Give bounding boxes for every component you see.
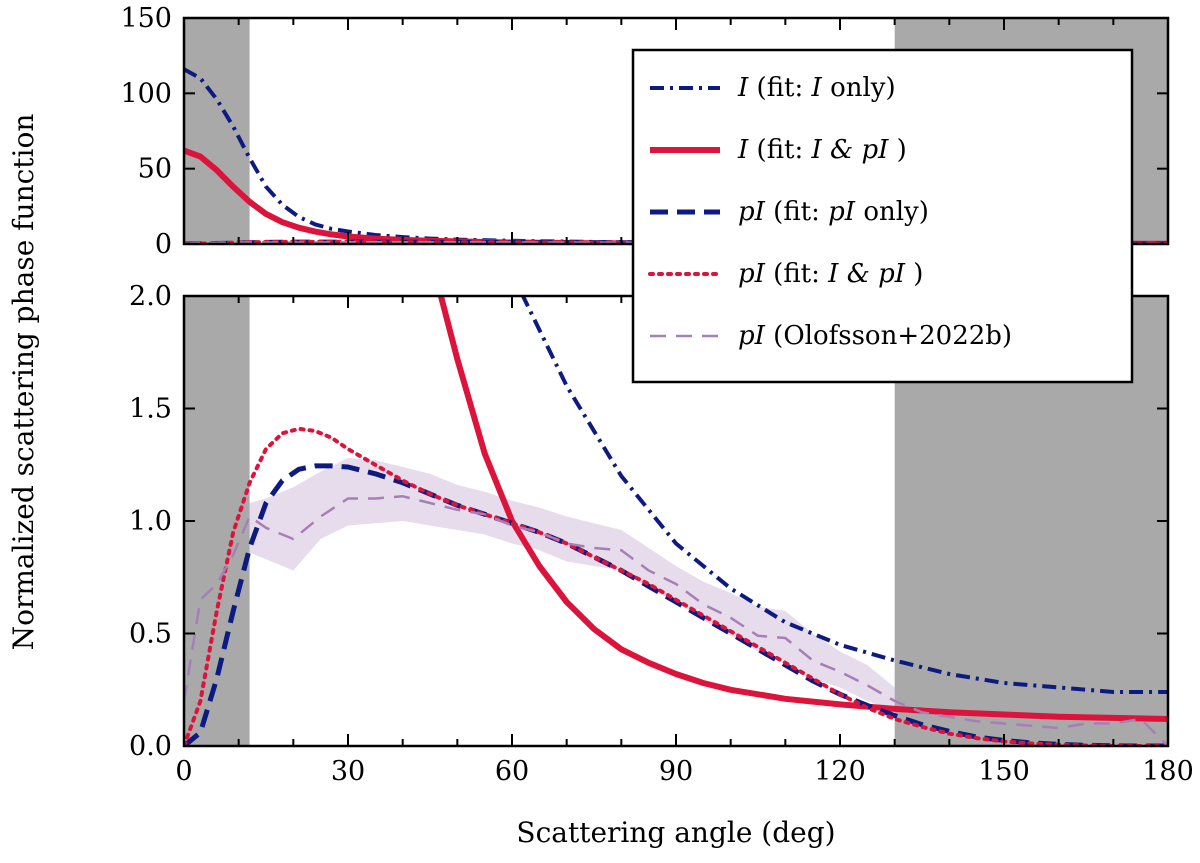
y-tick-label: 0.0 (129, 731, 172, 762)
legend-label-part: (fit: (765, 259, 820, 289)
legend-label-0: I (fit: I only) (737, 73, 896, 103)
x-axis-title: Scattering angle (deg) (516, 816, 835, 849)
legend-label-part: only) (830, 73, 896, 103)
legend-label-part: ) (897, 135, 907, 165)
y-tick-label: 150 (120, 3, 172, 34)
legend-box (631, 48, 1134, 384)
y-tick-label: 1.5 (129, 394, 172, 425)
legend-label-part: pI (738, 197, 766, 227)
legend-label-part: I & pI (803, 135, 896, 165)
bottom-panel: 0.0 0.5 1.0 1.5 2.0 0 30 60 90 120 150 180 (129, 281, 1194, 787)
y-axis-title: Normalized scattering phase function (7, 114, 40, 651)
legend-label-part: pI (738, 321, 766, 351)
legend-label-part: (Olofsson+2022b) (765, 321, 1012, 351)
legend-label-3: pI (fit: I & pI ) (738, 259, 923, 289)
x-tick-label: 30 (331, 756, 365, 787)
series-line-4 (184, 495, 1168, 746)
series-line-3 (184, 426, 1168, 746)
legend-label-2: pI (fit: pI only) (738, 197, 929, 227)
legend: I (fit: I only)I (fit: I & pI )pI (fit: … (631, 48, 1134, 384)
legend-label-part: only) (863, 197, 929, 227)
x-tick-label: 0 (175, 756, 192, 787)
legend-label-part: (fit: (748, 135, 803, 165)
y-tick-label: 1.0 (129, 506, 172, 537)
excluded-region-low (184, 18, 250, 244)
x-tick-label: 180 (1142, 756, 1194, 787)
top-ticks: 0 50 100 150 (120, 3, 1169, 260)
legend-label-part: I & pI (820, 259, 913, 289)
legend-label-part: I (803, 73, 830, 103)
legend-label-part: pI (820, 197, 863, 227)
y-tick-label: 100 (120, 78, 172, 109)
bottom-series-group (184, 296, 1168, 746)
legend-label-part: (fit: (765, 197, 820, 227)
y-tick-label: 0 (155, 229, 172, 260)
legend-label-part: pI (738, 259, 766, 289)
y-tick-label: 50 (138, 154, 172, 185)
legend-label-4: pI (Olofsson+2022b) (738, 321, 1012, 351)
uncertainty-band-group (249, 458, 895, 710)
legend-label-part: I (737, 135, 749, 165)
x-tick-label: 120 (814, 756, 866, 787)
x-tick-label: 90 (659, 756, 693, 787)
y-tick-label: 0.5 (129, 619, 172, 650)
y-tick-label: 2.0 (129, 281, 172, 312)
legend-label-part: (fit: (748, 73, 803, 103)
legend-label-part: ) (913, 259, 923, 289)
olofsson-uncertainty-band (249, 458, 895, 710)
legend-label-part: I (737, 73, 749, 103)
x-tick-label: 60 (495, 756, 529, 787)
x-tick-label: 150 (978, 756, 1030, 787)
legend-label-1: I (fit: I & pI ) (737, 135, 907, 165)
